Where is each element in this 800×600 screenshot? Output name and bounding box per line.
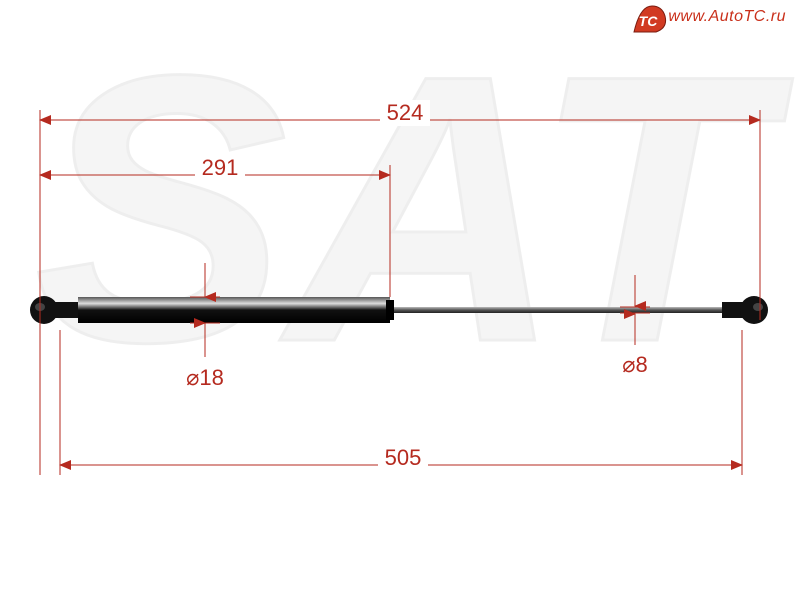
dim-rod-dia: ⌀8 xyxy=(622,275,648,377)
dim-inner-length: 505 xyxy=(60,445,742,471)
corner-logo: TC xyxy=(628,2,670,43)
dim-body-dia: ⌀18 xyxy=(186,263,224,390)
extension-lines xyxy=(40,110,760,475)
piston-rod xyxy=(394,307,726,313)
dim-total-length: 524 xyxy=(40,100,760,126)
dim-inner-length-value: 505 xyxy=(385,445,422,470)
body-tube xyxy=(78,297,390,323)
left-end xyxy=(30,296,78,324)
svg-text:⌀18: ⌀18 xyxy=(186,365,224,390)
dim-body-length: 291 xyxy=(40,155,390,181)
site-url: www.AutoTC.ru xyxy=(668,8,786,26)
dim-rod-dia-value: 8 xyxy=(636,352,648,377)
right-end xyxy=(722,296,768,324)
dim-body-dia-value: 18 xyxy=(199,365,223,390)
dim-body-length-value: 291 xyxy=(202,155,239,180)
svg-text:TC: TC xyxy=(639,13,659,29)
gas-spring xyxy=(30,296,768,324)
diagram-stage: 524 291 505 ⌀18 ⌀8 xyxy=(0,0,800,600)
svg-text:⌀8: ⌀8 xyxy=(622,352,648,377)
dim-total-length-value: 524 xyxy=(387,100,424,125)
